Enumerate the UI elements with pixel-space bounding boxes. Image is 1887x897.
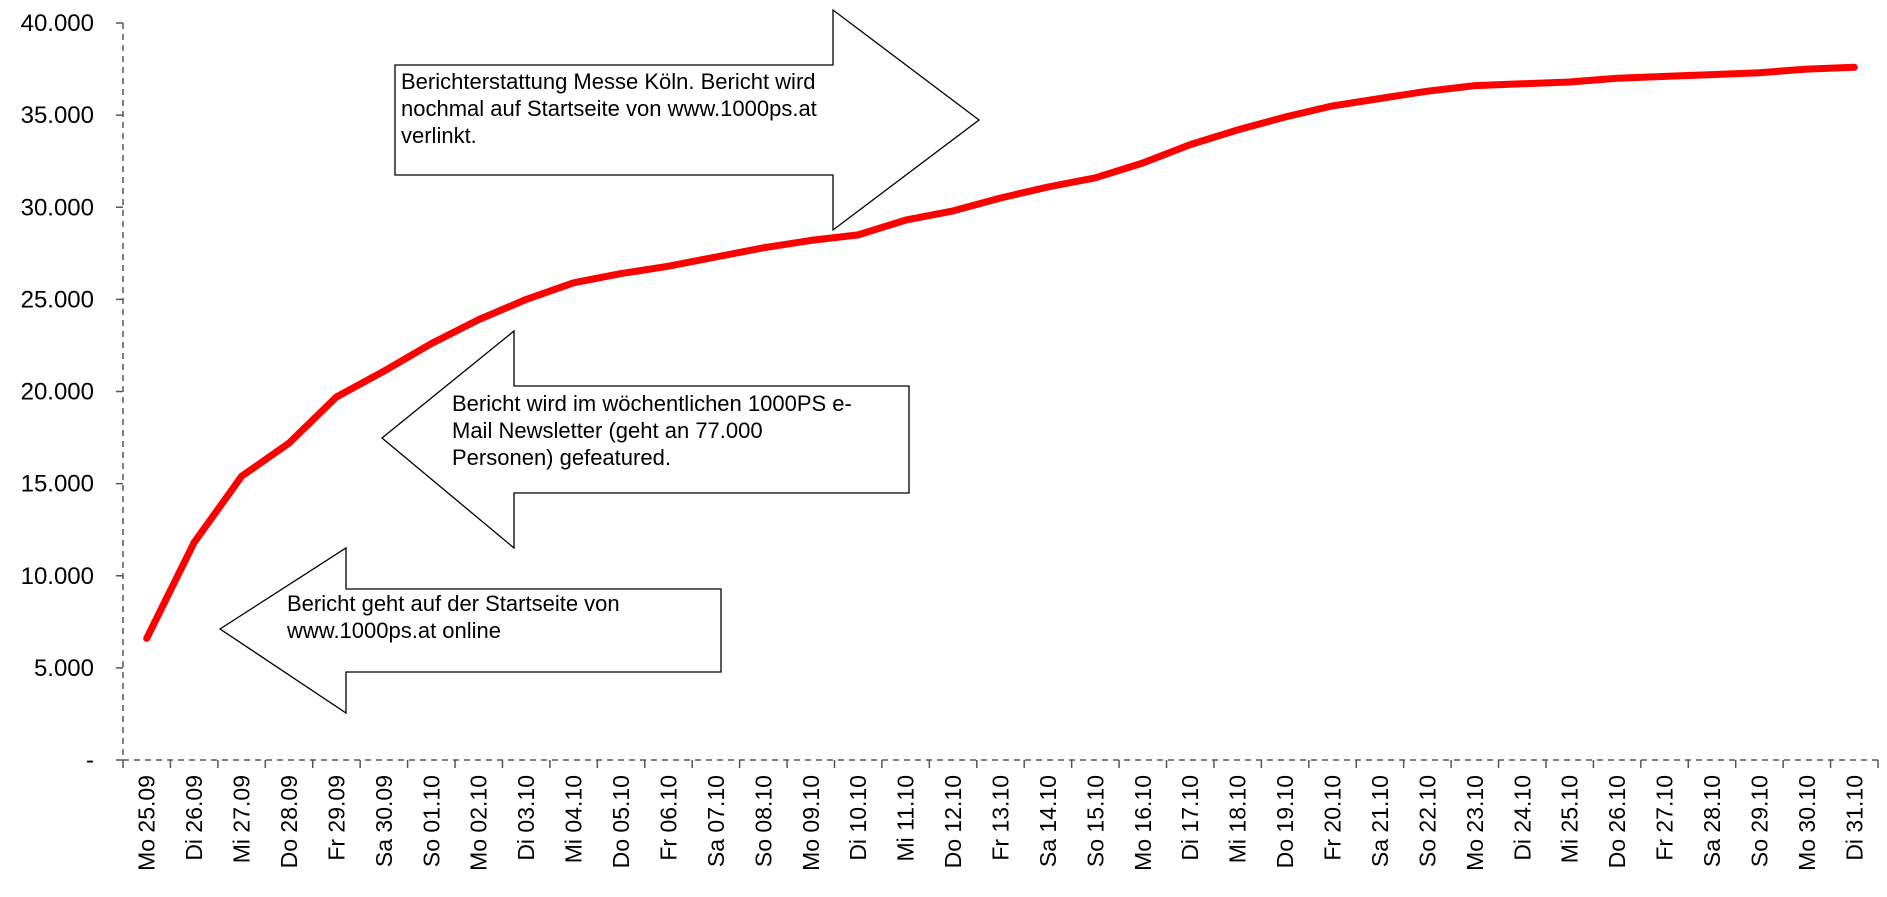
- y-tick-label: 10.000: [21, 563, 94, 590]
- series-line: [143, 63, 1858, 642]
- x-tick-label: Sa 28.10: [1699, 775, 1725, 867]
- x-tick-label: Mi 25.10: [1557, 775, 1583, 863]
- x-tick-label: Mo 30.10: [1794, 775, 1820, 871]
- x-tick-label: Mi 04.10: [561, 775, 587, 863]
- y-tick-label: 35.000: [21, 102, 94, 129]
- x-tick-label: So 08.10: [750, 775, 776, 867]
- x-tick-label: Di 10.10: [845, 775, 871, 861]
- x-tick-labels: Mo 25.09 Di 26.09 Mi 27.09 Do 28.09 Fr 29.09…: [134, 775, 1868, 871]
- x-tick-label: Do 12.10: [940, 775, 966, 868]
- x-tick-label: Di 24.10: [1509, 775, 1535, 861]
- x-tick-label: Mo 02.10: [466, 775, 492, 871]
- x-tick-label: Fr 13.10: [988, 775, 1014, 861]
- x-tick-label: Sa 14.10: [1035, 775, 1061, 867]
- callout-arrow-left-middle: [380, 329, 910, 550]
- y-tick-label: 20.000: [21, 379, 94, 406]
- x-tick-label: Mo 25.09: [134, 775, 160, 871]
- callout-arrows: [218, 8, 981, 715]
- y-tick-label: 5.000: [34, 655, 94, 682]
- x-tick-label: Mo 16.10: [1130, 775, 1156, 871]
- callout-arrow-right: [394, 8, 981, 232]
- x-tick-label: Di 26.09: [181, 775, 207, 861]
- x-tick-label: Do 19.10: [1272, 775, 1298, 868]
- callout-middle-text: Bericht wird im wöchentlichen 1000PS e- …: [452, 390, 904, 471]
- y-tick-label: 25.000: [21, 286, 94, 313]
- x-tick-label: Mo 09.10: [798, 775, 824, 871]
- x-tick-label: Mi 18.10: [1225, 775, 1251, 863]
- callout-bottom-text: Bericht geht auf der Startseite von www.…: [287, 590, 717, 644]
- y-tick-label: 40.000: [21, 10, 94, 37]
- x-tick-label: Do 26.10: [1604, 775, 1630, 868]
- x-tick-label: Sa 30.09: [371, 775, 397, 867]
- x-tick-label: So 15.10: [1082, 775, 1108, 867]
- y-tick-label: -: [86, 747, 94, 774]
- callout-bottom-line-1: Bericht geht auf der Startseite von: [287, 591, 620, 616]
- x-tick-label: Sa 07.10: [703, 775, 729, 867]
- x-tick-label: So 22.10: [1414, 775, 1440, 867]
- x-tick-label: Di 31.10: [1841, 775, 1867, 861]
- y-tick-labels: - 5.000 10.000 15.000 20.000 25.000 30.000 35.0…: [21, 10, 94, 774]
- axis-ticks: [116, 22, 1879, 768]
- callout-top-line-3: verlinkt.: [401, 123, 477, 148]
- x-tick-label: Do 05.10: [608, 775, 634, 868]
- x-tick-label: Fr 27.10: [1652, 775, 1678, 861]
- x-tick-label: Mi 11.10: [893, 775, 919, 862]
- x-tick-label: Mo 23.10: [1462, 775, 1488, 871]
- x-tick-label: Fr 29.09: [323, 775, 349, 861]
- x-tick-label: Fr 06.10: [655, 775, 681, 861]
- callout-bottom-line-2: www.1000ps.at online: [287, 618, 502, 643]
- callout-middle-line-1: Bericht wird im wöchentlichen 1000PS e-: [452, 391, 852, 416]
- callout-top-line-2: nochmal auf Startseite von www.1000ps.at: [401, 96, 817, 121]
- x-tick-label: Mi 27.09: [229, 775, 255, 863]
- x-tick-label: Di 17.10: [1177, 775, 1203, 861]
- y-tick-label: 15.000: [21, 471, 94, 498]
- callout-arrow-left-bottom: [218, 546, 722, 715]
- x-tick-label: Sa 21.10: [1367, 775, 1393, 867]
- callout-middle-line-3: Personen) gefeatured.: [452, 445, 671, 470]
- callout-middle-line-2: Mail Newsletter (geht an 77.000: [452, 418, 763, 443]
- callout-top-line-1: Berichterstattung Messe Köln. Bericht wi…: [401, 69, 816, 94]
- callout-top-text: Berichterstattung Messe Köln. Bericht wi…: [401, 68, 831, 149]
- y-tick-label: 30.000: [21, 194, 94, 221]
- x-tick-label: Do 28.09: [276, 775, 302, 868]
- x-tick-label: Fr 20.10: [1320, 775, 1346, 861]
- x-tick-label: Di 03.10: [513, 775, 539, 861]
- x-tick-label: So 01.10: [418, 775, 444, 867]
- x-tick-label: So 29.10: [1746, 775, 1772, 867]
